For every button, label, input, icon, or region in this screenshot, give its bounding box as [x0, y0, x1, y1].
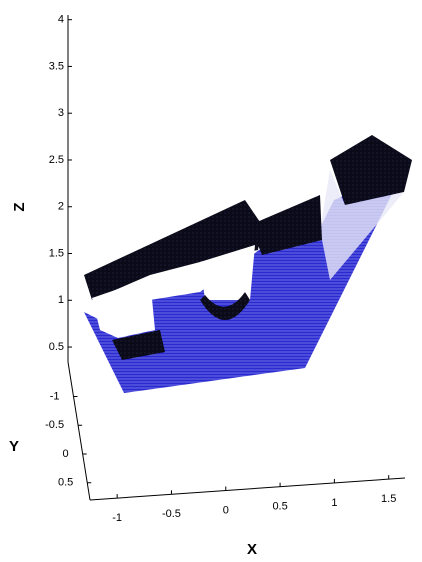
z-tick-label: 1 [58, 294, 64, 306]
z-tick-label: 2 [58, 201, 64, 213]
point-cloud [84, 135, 412, 393]
z-tick-label: 3 [58, 107, 64, 119]
y-tick-label: -0.5 [45, 419, 64, 431]
x-tick-label: 1 [331, 497, 337, 509]
z-tick-label: 1.5 [49, 247, 64, 259]
y-tick-label: 0.5 [58, 477, 73, 489]
y-tick-label: 0 [63, 448, 69, 460]
y-tick-label: -1 [50, 390, 60, 402]
x-tick-label: 1.5 [381, 493, 396, 505]
z-axis-title: Z [11, 202, 28, 211]
chart: Z Y X 0.5 1 1.5 2 2.5 3 3.5 4 -1 -0.5 0 0.5 -1 -0.5 0 0… [0, 0, 422, 562]
x-tick-label: -0.5 [162, 508, 181, 520]
z-tick-label: 3.5 [49, 60, 64, 72]
y-axis-title: Y [9, 438, 19, 455]
x-tick-label: -1 [112, 512, 122, 524]
x-axis-title: X [247, 541, 257, 558]
z-tick-label: 4 [58, 14, 64, 26]
x-tick-label: 0 [223, 504, 229, 516]
x-tick-label: 0.5 [272, 501, 287, 513]
z-tick-label: 2.5 [49, 154, 64, 166]
z-tick-label: 0.5 [49, 341, 64, 353]
x-axis-line [90, 478, 405, 500]
